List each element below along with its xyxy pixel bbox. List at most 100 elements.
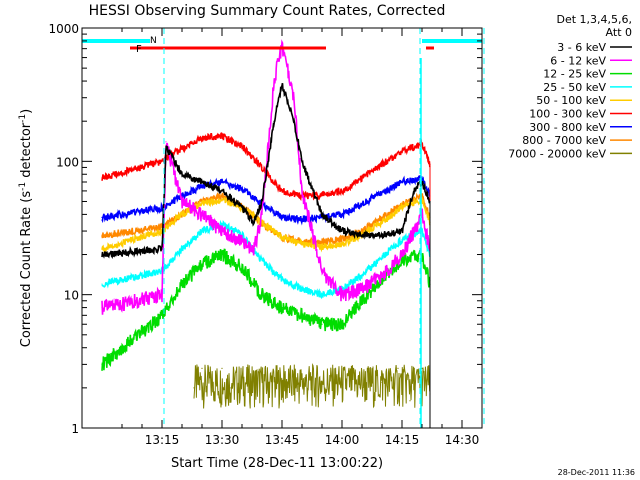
data-point [281,83,283,85]
data-point [401,206,403,209]
data-point [341,238,343,240]
data-point [161,248,163,250]
data-point [361,203,363,205]
data-point [181,147,183,150]
data-point [381,216,383,218]
y-axis-label-mid: detector [19,122,34,182]
y-tick-label: 100 [56,155,79,169]
data-point [321,216,323,218]
data-point [273,120,275,122]
data-point [401,150,403,152]
data-point [101,253,103,256]
legend-label: 50 - 100 keV [536,94,606,107]
data-point [241,206,243,209]
data-point [241,266,243,269]
data-point [401,260,403,262]
data-point [381,192,383,194]
data-point [241,145,243,147]
y-tick-label: 1 [71,422,79,436]
data-point [321,241,323,243]
data-point [361,177,363,179]
data-point [429,163,431,165]
legend-label: 12 - 25 keV [543,68,606,81]
data-point [261,294,263,296]
data-point [181,173,183,175]
series-800-7000-kev-line [101,191,431,249]
data-point [201,213,203,215]
flags-layer: FN [82,28,485,428]
data-point [381,381,383,383]
data-point [181,200,183,203]
data-point [401,230,403,232]
data-point [341,243,343,245]
data-point [429,200,431,203]
timestamp: 28-Dec-2011 11:36 [558,468,635,477]
data-point [361,234,363,236]
data-point [101,234,103,236]
data-point [341,190,343,192]
data-point [165,145,167,147]
data-point [181,213,183,215]
data-point [201,181,203,183]
series-300-800-kev-line [101,175,431,226]
data-point [221,230,223,232]
data-point [361,274,363,276]
data-point [321,245,323,248]
x-tick-label: 13:30 [205,433,240,447]
data-point [321,323,323,325]
data-point [301,288,303,290]
data-point [241,188,243,190]
data-point [261,166,263,169]
data-point [261,200,263,203]
data-point [341,213,343,215]
x-tick-label: 13:15 [145,433,180,447]
data-point [321,270,323,272]
data-point [241,241,243,243]
data-point [341,230,343,232]
data-point [301,160,303,162]
data-point [221,223,223,225]
data-point [221,181,223,183]
data-point [201,203,203,205]
data-point [361,300,363,302]
data-point [273,80,275,82]
data-point [201,137,203,139]
data-point [213,393,215,395]
data-point [381,274,383,276]
y-axis-label-sup1: -1 [18,182,28,191]
y-tick-label: 1000 [48,22,79,36]
data-point [401,253,403,256]
data-point [101,363,103,365]
x-axis-label: Start Time (28-Dec-11 13:00:22) [171,456,383,471]
data-point [261,221,263,223]
data-point [361,230,363,232]
x-tick-label: 14:30 [445,433,480,447]
data-point [101,283,103,285]
data-point [301,314,303,316]
data-point [341,323,343,325]
data-point [161,160,163,162]
data-point [201,230,203,232]
data-point [381,234,383,236]
data-point [201,185,203,187]
data-point [301,190,303,192]
legend-label: 800 - 7000 keV [522,134,606,147]
data-point [229,387,231,389]
data-point [301,218,303,220]
data-point [181,248,183,250]
data-point [401,181,403,183]
data-point [281,278,283,281]
data-point [293,120,295,122]
y-axis-label-end: ) [19,109,34,114]
data-point [401,238,403,240]
data-point [193,387,195,389]
data-point [181,195,183,197]
data-point [221,253,223,256]
y-axis-label: Corrected Count Rate (s-1 detector-1) [18,109,34,347]
data-point [341,294,343,296]
axes-layer: 13:15 13:30 13:45 14:00 14:15 14:30 1 10 100 1000 [48,22,483,447]
data-point [321,294,323,296]
data-point [161,294,163,296]
flag-n-label: N [150,36,157,46]
chart-title: HESSI Observing Summary Count Rates, Cor… [89,3,446,19]
